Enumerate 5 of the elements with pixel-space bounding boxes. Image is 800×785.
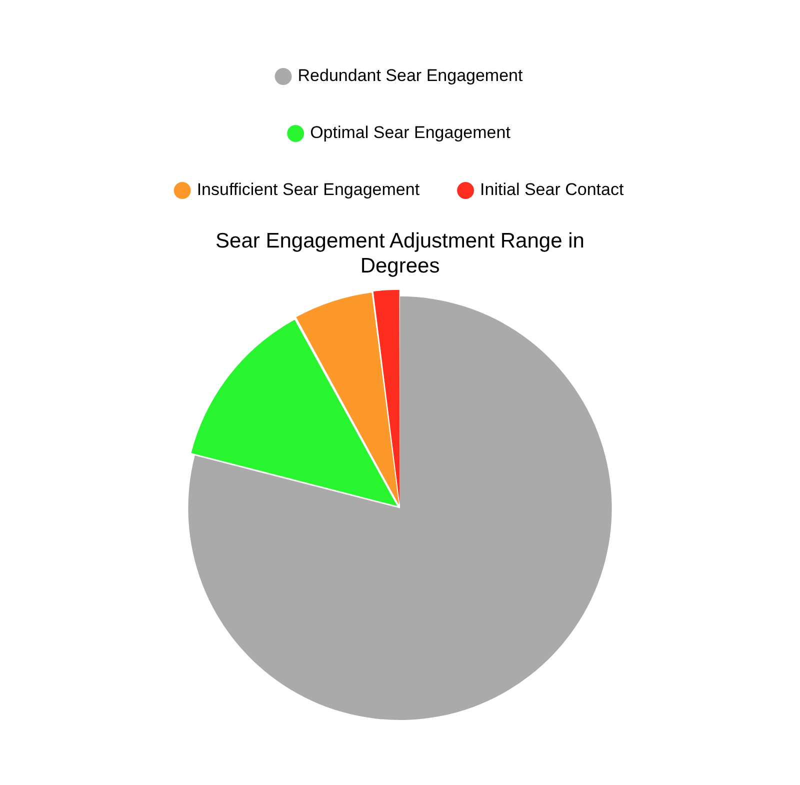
legend-label: Optimal Sear Engagement	[310, 123, 511, 142]
legend-label: Insufficient Sear Engagement	[196, 180, 420, 200]
legend-label: Redundant Sear Engagement	[298, 66, 523, 86]
text: Sear Engagement Adjustment Range in Degrees	[216, 229, 584, 278]
legend-label: Initial Sear Contact	[480, 180, 624, 200]
